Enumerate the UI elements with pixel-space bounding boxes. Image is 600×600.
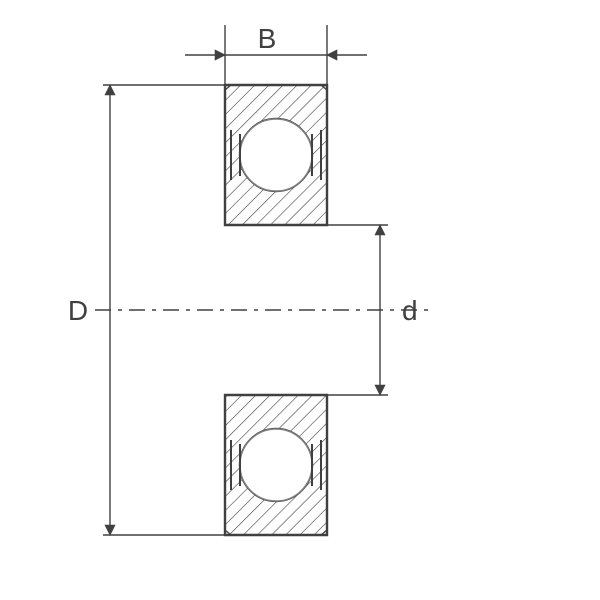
lower-ball xyxy=(240,429,312,501)
label-B: B xyxy=(258,23,277,54)
upper-cross-section xyxy=(225,85,327,225)
lower-cross-section xyxy=(225,395,327,535)
bearing-cross-section-diagram: D d B xyxy=(0,0,600,600)
upper-ball xyxy=(240,119,312,191)
label-D: D xyxy=(68,295,88,326)
label-d: d xyxy=(402,295,418,326)
